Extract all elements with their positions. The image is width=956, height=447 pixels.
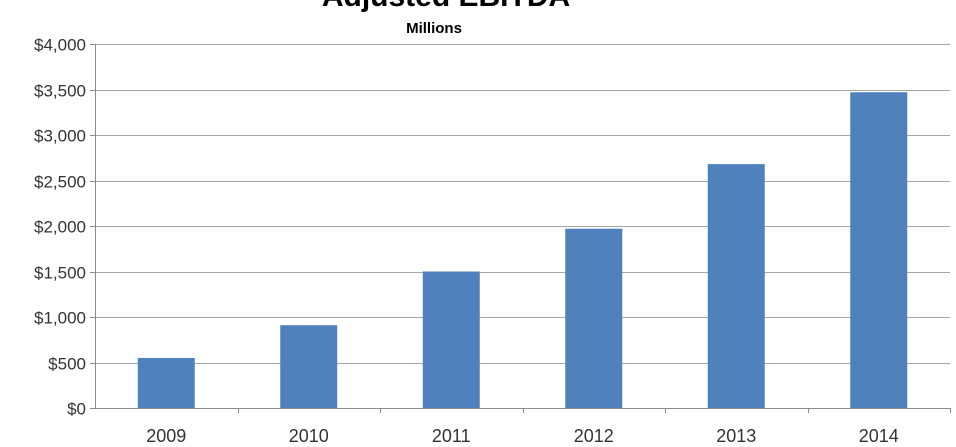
y-tick-label-0: $0 bbox=[67, 400, 86, 419]
axes bbox=[90, 44, 951, 413]
chart-title: Adjusted EBITDA bbox=[322, 0, 570, 13]
x-tick-labels: 2009 2010 2011 2012 2013 2014 bbox=[146, 426, 899, 446]
x-tick-label-2014: 2014 bbox=[859, 426, 899, 446]
x-tick-label-2010: 2010 bbox=[289, 426, 329, 446]
y-tick-label-7: $3,500 bbox=[34, 82, 86, 101]
y-tick-label-1: $500 bbox=[48, 355, 86, 374]
y-tick-label-6: $3,000 bbox=[34, 127, 86, 146]
x-tick-label-2013: 2013 bbox=[716, 426, 756, 446]
x-tick-label-2009: 2009 bbox=[146, 426, 186, 446]
bar-2009 bbox=[137, 357, 195, 408]
bars bbox=[137, 92, 908, 408]
y-tick-label-2: $1,000 bbox=[34, 309, 86, 328]
y-tick-label-8: $4,000 bbox=[34, 36, 86, 55]
chart-subtitle: Millions bbox=[406, 20, 462, 37]
bar-2014 bbox=[850, 92, 908, 408]
x-tick-label-2011: 2011 bbox=[432, 426, 471, 446]
x-tick-label-2012: 2012 bbox=[574, 426, 614, 446]
bar-2013 bbox=[707, 164, 765, 408]
y-tick-label-3: $1,500 bbox=[34, 264, 86, 283]
bar-2012 bbox=[565, 228, 623, 408]
y-tick-label-5: $2,500 bbox=[34, 173, 86, 192]
bar-2011 bbox=[422, 271, 480, 408]
y-tick-label-4: $2,000 bbox=[34, 218, 86, 237]
bar-2010 bbox=[280, 325, 338, 408]
y-tick-labels: $0 $500 $1,000 $1,500 $2,000 $2,500 $3,000 $3,5… bbox=[34, 36, 86, 419]
gridlines bbox=[95, 44, 950, 364]
